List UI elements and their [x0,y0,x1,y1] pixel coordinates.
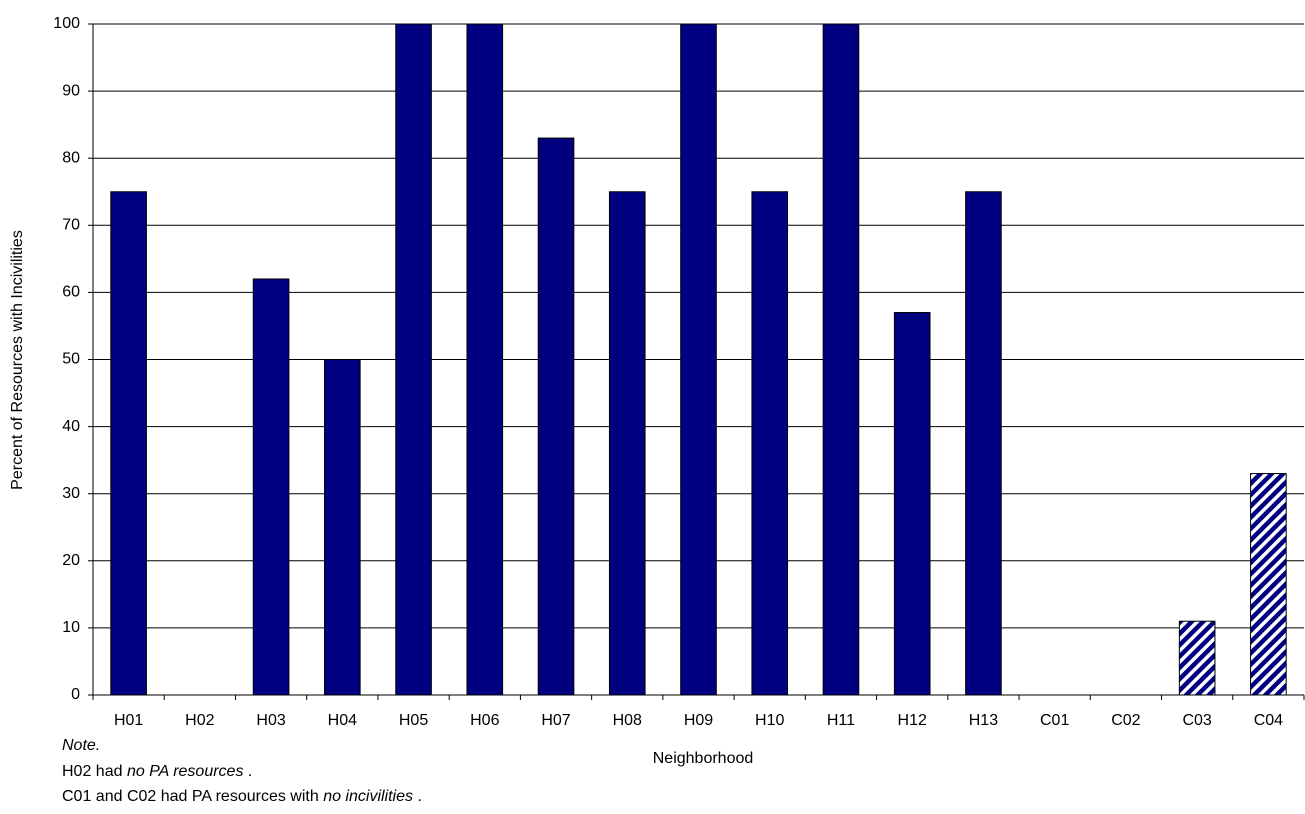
bar [965,191,1002,696]
y-tick-label: 80 [62,149,80,166]
x-tick-label: H05 [399,712,428,729]
y-tick-label: 90 [62,82,80,99]
x-tick-label: H09 [684,712,713,729]
x-tick-label: H13 [969,712,998,729]
note-line: H02 had no PA resources . [62,763,252,780]
bar [466,23,504,696]
y-tick-label: 0 [71,686,80,703]
note-text: no PA resources [127,763,244,780]
x-axis-title: Neighborhood [653,750,754,767]
bar [537,137,575,696]
bar [395,23,432,696]
x-tick-label: H03 [256,712,285,729]
bar [822,23,860,696]
note-heading: Note. [62,737,100,754]
bar [324,359,361,696]
x-tick-label: C03 [1182,712,1211,729]
bar [1178,620,1216,696]
x-tick-label: H04 [328,712,357,729]
bar [1250,473,1287,696]
y-axis-title: Percent of Resources with Incivilities [9,230,26,490]
y-tick-label: 10 [62,619,80,636]
note-text: . [243,763,252,780]
x-tick-label: H11 [827,712,855,729]
x-tick-label: H12 [898,712,927,729]
bar [680,23,717,696]
y-tick-label: 60 [62,284,80,301]
y-tick-label: 40 [62,418,80,435]
x-tick-label: H01 [114,712,143,729]
y-tick-label: 70 [62,217,80,234]
bar [751,191,789,696]
y-tick-label: 30 [62,485,80,502]
bar [252,278,290,696]
note-text: H02 had [62,763,127,780]
x-tick-label: H07 [541,712,570,729]
note-text: . [413,788,422,805]
x-tick-label: H10 [755,712,784,729]
bar [608,191,646,696]
bar [893,312,931,696]
y-tick-label: 100 [53,15,80,32]
y-tick-label: 20 [62,552,80,569]
x-tick-label: C04 [1254,712,1283,729]
bar [110,191,147,696]
x-tick-label: C01 [1040,712,1069,729]
y-tick-label: 50 [62,351,80,368]
x-tick-label: H06 [470,712,499,729]
note-line: C01 and C02 had PA resources with no inc… [62,788,422,805]
note-text: no incivilities [323,788,413,805]
note-text: C01 and C02 had PA resources with [62,788,323,805]
x-tick-label: H02 [185,712,214,729]
x-tick-label: C02 [1111,712,1140,729]
x-tick-label: H08 [613,712,642,729]
